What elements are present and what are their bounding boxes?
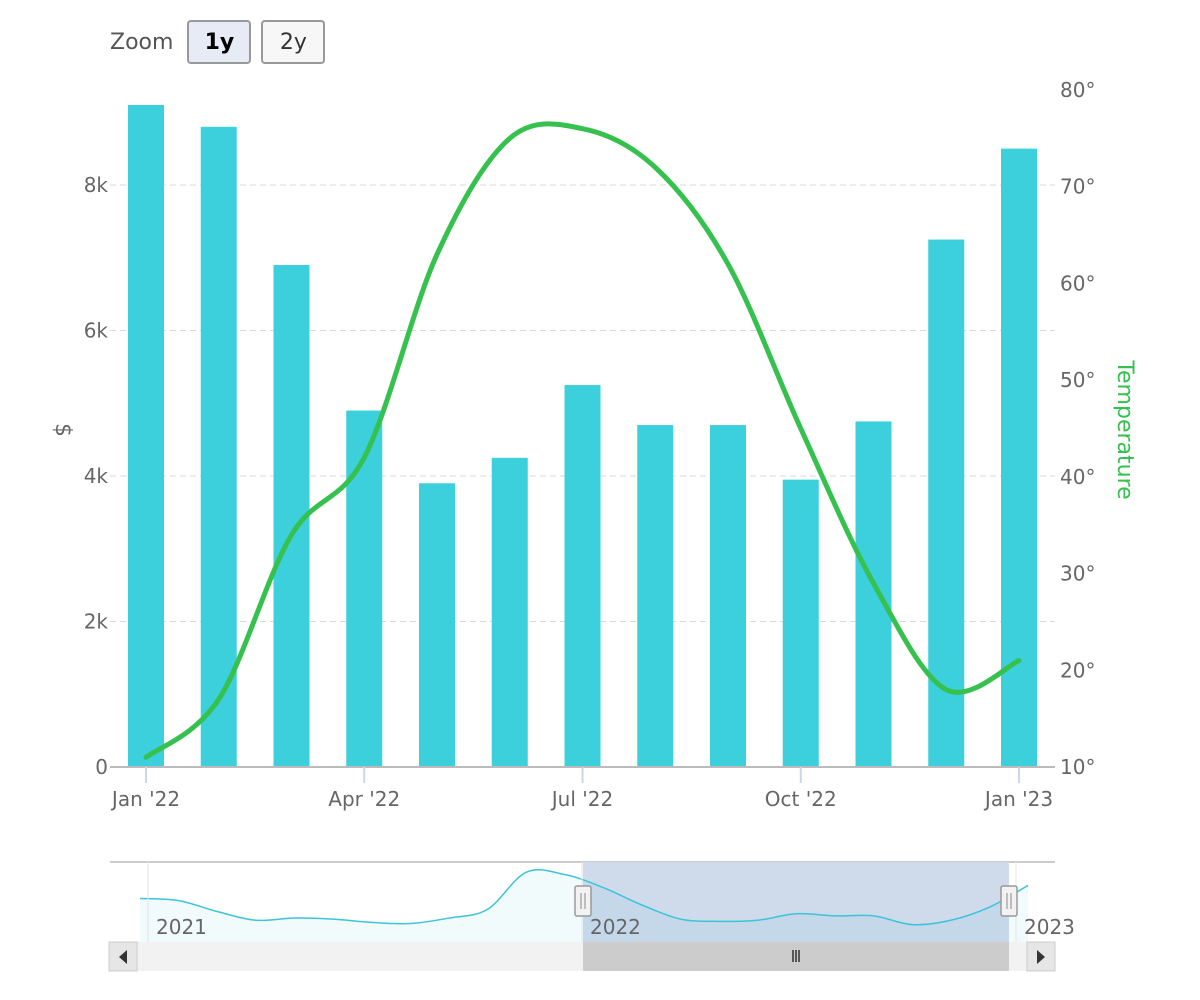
navigator-year-label: 2023 <box>1024 915 1075 939</box>
chevron-left-icon <box>119 950 127 964</box>
scroll-left-button[interactable] <box>108 941 138 972</box>
zoom-2y-button[interactable]: 2y <box>261 20 326 64</box>
x-tick-label: Apr '22 <box>328 787 400 811</box>
y2-tick-label: 20° <box>1060 658 1095 682</box>
x-tick-label: Jan '22 <box>110 787 180 811</box>
chevron-right-icon <box>1037 950 1045 964</box>
navigator-selection <box>583 862 1009 942</box>
bar <box>637 425 674 767</box>
zoom-controls: Zoom 1y 2y <box>110 20 326 64</box>
y2-tick-label: 50° <box>1060 368 1095 392</box>
navigator-series-line <box>139 869 1029 926</box>
bar <box>128 104 164 768</box>
bar <box>710 425 746 767</box>
y2-tick-label: 70° <box>1060 175 1095 199</box>
bar <box>1001 148 1037 767</box>
bar <box>491 457 528 767</box>
y2-tick-label: 30° <box>1060 562 1095 586</box>
y2-axis-title: Temperature <box>1112 359 1137 499</box>
y2-tick-label: 60° <box>1060 271 1095 295</box>
navigator-right-handle[interactable] <box>1000 885 1018 917</box>
bar <box>346 410 383 767</box>
navigator-left-handle[interactable] <box>574 885 592 917</box>
x-tick-label: Jul '22 <box>550 787 613 811</box>
y-tick-label: 8k <box>84 173 109 197</box>
x-tick-label: Jan '23 <box>983 787 1053 811</box>
y-tick-label: 4k <box>84 464 109 488</box>
y-axis-title: $ <box>50 423 75 437</box>
navigator-year-label: 2022 <box>590 915 641 939</box>
navigator-year-label: 2021 <box>156 915 207 939</box>
y2-tick-label: 40° <box>1060 465 1095 489</box>
y-tick-label: 0 <box>95 755 108 779</box>
y-tick-label: 6k <box>84 319 109 343</box>
x-tick-label: Oct '22 <box>765 787 837 811</box>
zoom-1y-button[interactable]: 1y <box>187 20 252 64</box>
bar <box>419 483 455 767</box>
zoom-label: Zoom <box>110 29 174 55</box>
bar <box>564 385 601 767</box>
bar <box>200 126 237 768</box>
y2-tick-label: 80° <box>1060 78 1095 102</box>
bar <box>855 421 892 767</box>
y2-tick-label: 10° <box>1060 755 1095 779</box>
bar <box>782 479 819 767</box>
y-tick-label: 2k <box>84 610 109 634</box>
temperature-line <box>143 121 1022 760</box>
